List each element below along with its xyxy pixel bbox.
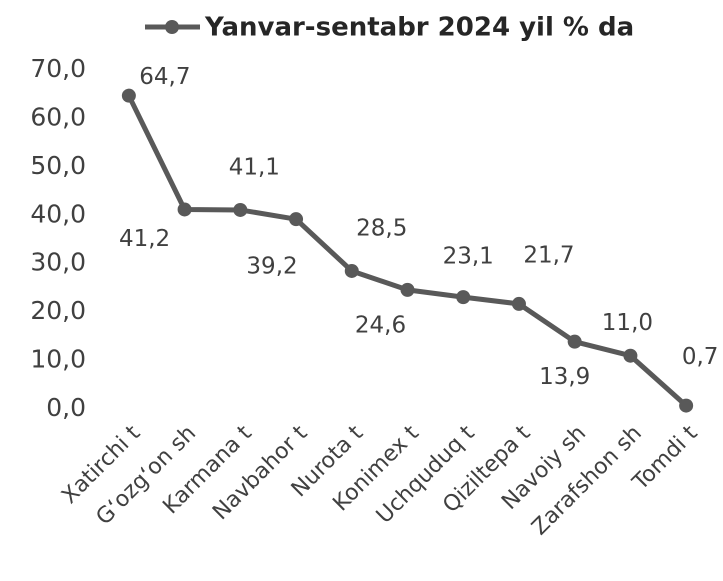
y-tick-label: 50,0 bbox=[30, 151, 86, 180]
marker bbox=[511, 296, 526, 311]
value-label: 41,1 bbox=[229, 154, 280, 180]
y-tick-label: 60,0 bbox=[30, 102, 86, 131]
legend-label: Yanvar-sentabr 2024 yil % da bbox=[204, 13, 634, 43]
value-label: 11,0 bbox=[602, 310, 653, 336]
marker bbox=[679, 398, 694, 413]
marker bbox=[121, 88, 136, 103]
value-label: 21,7 bbox=[523, 242, 574, 268]
marker bbox=[456, 290, 471, 305]
marker bbox=[344, 263, 359, 278]
marker bbox=[233, 202, 248, 217]
y-tick-label: 10,0 bbox=[30, 345, 86, 374]
value-label: 24,6 bbox=[355, 312, 406, 338]
legend-marker bbox=[165, 20, 179, 34]
y-tick-label: 0,0 bbox=[46, 393, 86, 422]
value-label: 28,5 bbox=[356, 215, 407, 241]
value-label: 23,1 bbox=[443, 244, 494, 270]
y-tick-label: 20,0 bbox=[30, 296, 86, 325]
marker bbox=[177, 202, 192, 217]
marker bbox=[289, 212, 304, 227]
y-tick-label: 30,0 bbox=[30, 248, 86, 277]
marker bbox=[567, 334, 582, 349]
marker bbox=[400, 282, 415, 297]
y-tick-label: 70,0 bbox=[30, 54, 86, 83]
value-label: 13,9 bbox=[539, 364, 590, 390]
y-tick-label: 40,0 bbox=[30, 199, 86, 228]
value-label: 39,2 bbox=[246, 254, 297, 280]
value-label: 0,7 bbox=[682, 344, 719, 370]
value-label: 64,7 bbox=[139, 64, 190, 90]
marker bbox=[623, 348, 638, 363]
line bbox=[126, 94, 688, 408]
value-label: 41,2 bbox=[119, 226, 170, 252]
